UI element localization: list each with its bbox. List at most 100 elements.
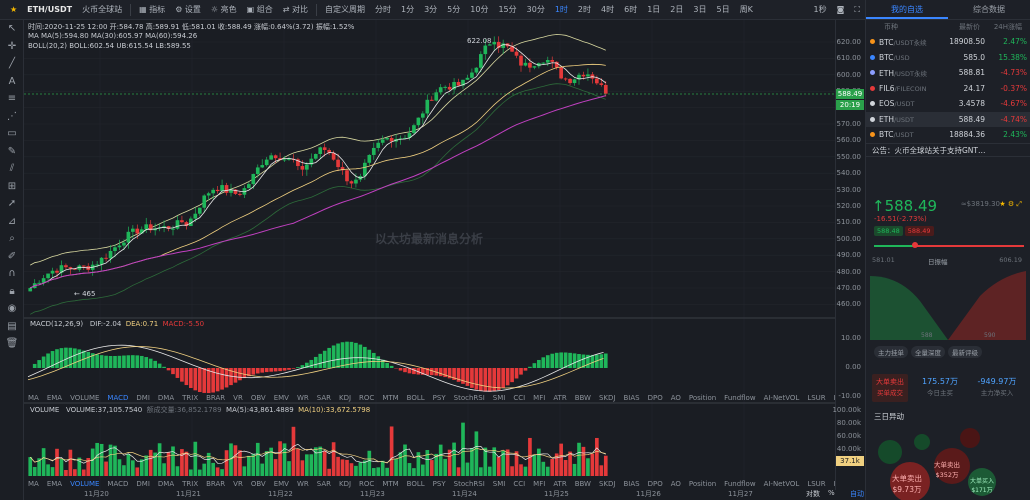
indicator-tab-mfi[interactable]: MFI <box>533 393 546 402</box>
period-14[interactable]: 5日 <box>716 4 730 14</box>
gann-icon[interactable]: ⊿ <box>7 215 17 227</box>
period-6[interactable]: 30分 <box>526 4 545 14</box>
indicator-tab-stochrsi[interactable]: StochRSI <box>453 393 485 402</box>
indicator-tab-psy[interactable]: PSY <box>432 393 446 402</box>
indicator-tab-ema[interactable]: EMA <box>46 393 63 402</box>
camera-icon[interactable]: ◙ <box>836 4 845 14</box>
indicator-tab-mfi[interactable]: MFI <box>533 479 546 488</box>
indicator-tab-dmi[interactable]: DMI <box>136 479 150 488</box>
period-15[interactable]: 周K <box>739 4 753 14</box>
indicator-tab-brar[interactable]: BRAR <box>206 393 226 402</box>
indicator-tab-ao[interactable]: AO <box>670 393 681 402</box>
eye-icon[interactable]: ◉ <box>7 303 17 315</box>
trash-icon[interactable]: 🗑︎ <box>5 338 19 350</box>
rating-button[interactable]: 最新评级 <box>948 346 982 358</box>
notice-bar[interactable]: 公告：火币全球站关于支持GNT… <box>866 142 1030 157</box>
indicator-tab-obv[interactable]: OBV <box>250 393 266 402</box>
indicator-tab-boll[interactable]: BOLL <box>406 393 425 402</box>
fib-icon[interactable]: ≡ <box>7 93 17 105</box>
pen-icon[interactable]: ✐ <box>7 250 17 262</box>
indicator-tab-lsur[interactable]: LSUR <box>807 393 826 402</box>
rectangle-icon[interactable]: ▭ <box>7 128 17 140</box>
indicator-tab-atr[interactable]: ATR <box>553 479 567 488</box>
indicator-tab-bbw[interactable]: BBW <box>574 479 591 488</box>
indicator-tab-trix[interactable]: TRIX <box>182 393 199 402</box>
channel-icon[interactable]: ⫽ <box>9 163 15 175</box>
anomaly-bubbles[interactable] <box>870 422 1026 500</box>
indicator-tab-ma[interactable]: MA <box>28 479 39 488</box>
indicator-tab-mtm[interactable]: MTM <box>382 479 399 488</box>
indicator-tab-volume[interactable]: VOLUME <box>70 479 100 488</box>
indicator-tab-roc[interactable]: ROC <box>359 393 375 402</box>
indicator-tab-basis[interactable]: BASIS <box>830 480 835 488</box>
period-3[interactable]: 5分 <box>447 4 461 14</box>
chart-canvas[interactable]: 622.08 ← 465 以太坊最新消息分析 <box>24 20 835 490</box>
text-icon[interactable]: A <box>8 75 16 87</box>
market-row[interactable]: ETH/USDT 588.49 -4.74% <box>866 111 1030 127</box>
tab-data[interactable]: 综合数据 <box>973 5 1005 14</box>
crosshair-icon[interactable]: ✛ <box>7 40 17 52</box>
tab-watchlist[interactable]: 我的自选 <box>866 0 948 19</box>
indicator-tab-trix[interactable]: TRIX <box>182 479 199 488</box>
market-row[interactable]: ETH/USDT永续 588.81 -4.73% <box>866 65 1030 81</box>
market-row[interactable]: EOS/USDT 3.4578 -4.67% <box>866 96 1030 112</box>
indicator-tab-sar[interactable]: SAR <box>316 479 331 488</box>
period-10[interactable]: 6时 <box>624 4 638 14</box>
indicator-tab-skdj[interactable]: SKDJ <box>598 393 616 402</box>
indicator-tab-bias[interactable]: BIAS <box>623 393 640 402</box>
indicator-tab-macd[interactable]: MACD <box>107 393 129 402</box>
indicator-tab-smi[interactable]: SMI <box>492 479 506 488</box>
depth-chart[interactable] <box>870 266 1026 340</box>
indicator-tab-ai-netvol[interactable]: AI-NetVOL <box>763 479 800 488</box>
indicator-tab-wr[interactable]: WR <box>296 393 309 402</box>
indicator-tab-sar[interactable]: SAR <box>316 393 331 402</box>
indicator-tab-brar[interactable]: BRAR <box>206 479 226 488</box>
indicator-tab-dmi[interactable]: DMI <box>136 393 150 402</box>
combo-button[interactable]: ▣ 组合 <box>246 4 273 14</box>
lock-icon[interactable]: 🔒︎ <box>9 285 15 297</box>
indicator-tab-basis[interactable]: BASIS <box>830 394 835 402</box>
trendline-icon[interactable]: ╱ <box>8 58 16 70</box>
axis-mode-0[interactable]: 对数 <box>806 490 820 498</box>
indicator-tab-psy[interactable]: PSY <box>432 479 446 488</box>
indicator-tab-ema[interactable]: EMA <box>46 479 63 488</box>
favorite-star-icon[interactable]: ★ <box>10 4 18 14</box>
indicator-tab-kdj[interactable]: KDJ <box>339 393 352 402</box>
period-8[interactable]: 2时 <box>577 4 592 14</box>
indicator-tab-bbw[interactable]: BBW <box>574 393 591 402</box>
indicator-tab-mtm[interactable]: MTM <box>382 393 399 402</box>
indicator-tab-emv[interactable]: EMV <box>273 479 289 488</box>
indicator-tab-bias[interactable]: BIAS <box>623 479 640 488</box>
indicator-tab-fundflow[interactable]: Fundflow <box>724 479 756 488</box>
indicator-tab-cci[interactable]: CCI <box>513 479 526 488</box>
period-11[interactable]: 1日 <box>647 4 661 14</box>
indicator-tab-stochrsi[interactable]: StochRSI <box>453 479 485 488</box>
indicator-tab-dpo[interactable]: DPO <box>647 393 663 402</box>
indicator-tab-atr[interactable]: ATR <box>553 393 567 402</box>
indicator-button[interactable]: ▦ 指标 <box>139 4 166 14</box>
main-orders-button[interactable]: 主力挂单 <box>874 346 908 358</box>
indicator-tab-position[interactable]: Position <box>688 479 717 488</box>
fullscreen-icon[interactable]: ⛶ <box>854 4 860 14</box>
period-4[interactable]: 10分 <box>470 4 489 14</box>
indicator-tab-obv[interactable]: OBV <box>250 479 266 488</box>
zoom-icon[interactable]: ⌕ <box>9 233 15 245</box>
indicator-tab-ma[interactable]: MA <box>28 393 39 402</box>
big-sell-box[interactable]: 大单卖出 买单成交 <box>872 374 908 402</box>
arrow-icon[interactable]: ➚ <box>7 198 17 210</box>
indicator-tab-cci[interactable]: CCI <box>513 393 526 402</box>
period-5[interactable]: 15分 <box>498 4 517 14</box>
period-13[interactable]: 3日 <box>693 4 707 14</box>
indicator-tab-wr[interactable]: WR <box>296 479 309 488</box>
star-icon[interactable]: ★ ⚙ ⤢ <box>999 200 1022 208</box>
market-row[interactable]: FIL6/FILECOIN 24.17 -0.37% <box>866 81 1030 97</box>
measure-icon[interactable]: ⊞ <box>7 180 17 192</box>
brush-icon[interactable]: ✎ <box>7 145 17 157</box>
indicator-tab-emv[interactable]: EMV <box>273 393 289 402</box>
indicator-tab-smi[interactable]: SMI <box>492 393 506 402</box>
pair-selector[interactable]: ETH/USDT <box>27 4 73 14</box>
period-9[interactable]: 4时 <box>601 4 615 14</box>
indicator-tab-skdj[interactable]: SKDJ <box>598 479 616 488</box>
magnet-icon[interactable]: ∩ <box>8 268 16 280</box>
indicator-tab-vr[interactable]: VR <box>233 479 243 488</box>
